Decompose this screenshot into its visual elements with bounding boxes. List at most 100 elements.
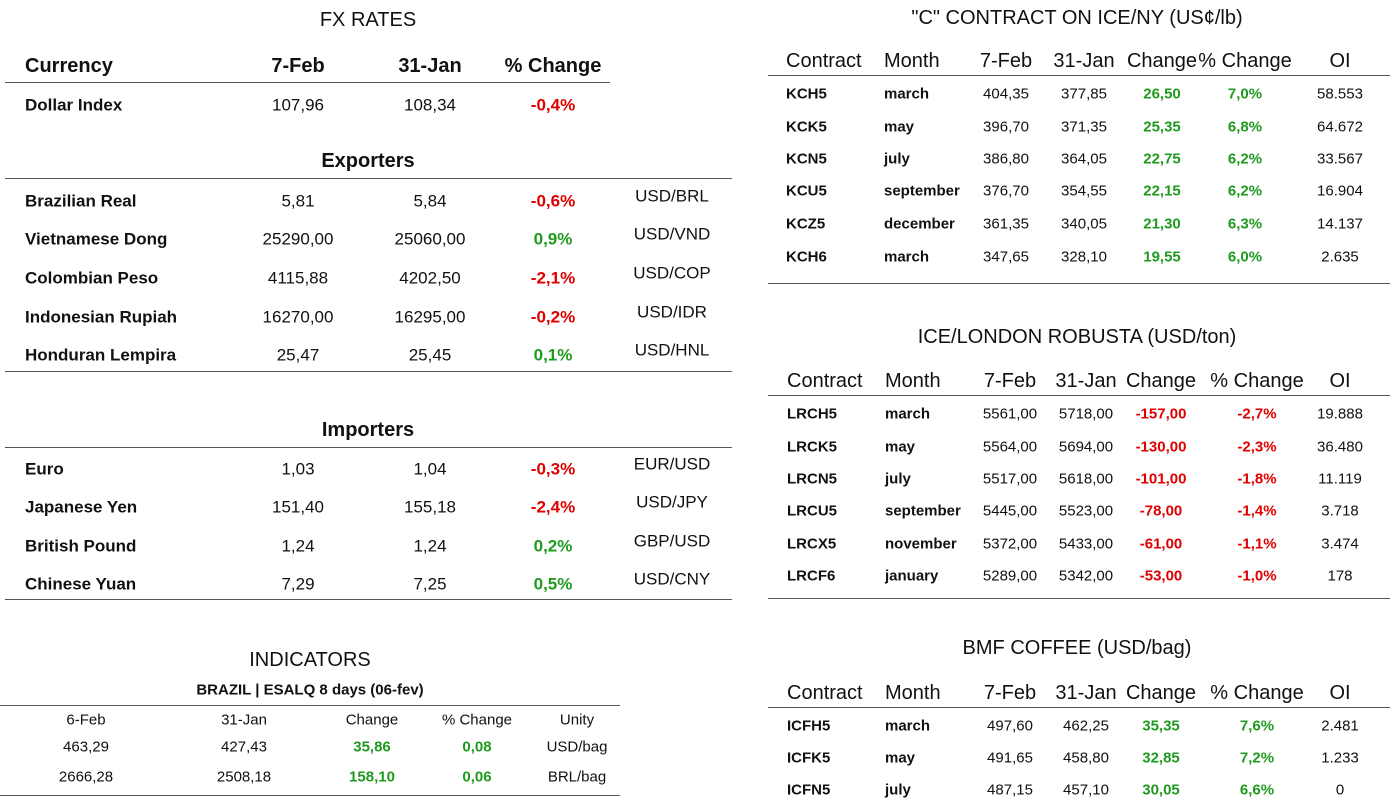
- cell: Brazilian Real: [25, 191, 137, 211]
- cell: KCN5: [786, 150, 827, 168]
- cell: -0,3%: [530, 459, 576, 479]
- cell: 0,2%: [533, 536, 573, 556]
- rule: [5, 371, 732, 372]
- cell: 6,8%: [1227, 118, 1263, 136]
- cell: 2508,18: [216, 768, 272, 786]
- group-title: Exporters: [321, 150, 415, 172]
- rule: [0, 705, 620, 706]
- cell: KCZ5: [786, 215, 826, 233]
- cell: 14.137: [1317, 215, 1363, 233]
- cell: 19.888: [1317, 405, 1363, 423]
- cell: Colombian Peso: [25, 268, 159, 288]
- cell: 35,35: [1142, 717, 1180, 735]
- column-header: OI: [1329, 50, 1351, 72]
- column-header: % Change: [1210, 370, 1304, 392]
- cell: 178: [1327, 567, 1353, 585]
- cell: 5694,00: [1058, 438, 1114, 456]
- cell: -0,2%: [530, 307, 576, 327]
- cell: 19,55: [1143, 248, 1181, 266]
- cell: 158,10: [349, 768, 395, 786]
- cell: Dollar Index: [25, 95, 123, 115]
- cell: 7,29: [281, 574, 315, 594]
- cell: 108,34: [404, 95, 456, 115]
- cell: july: [885, 781, 911, 799]
- column-header: Month: [885, 370, 941, 392]
- cell: LRCH5: [787, 405, 838, 423]
- cell: -0,6%: [530, 191, 576, 211]
- column-header: % Change: [504, 55, 602, 77]
- column-header: OI: [1329, 370, 1351, 392]
- subtitle: BRAZIL | ESALQ 8 days (06-fev): [196, 681, 424, 699]
- cell: 6,2%: [1227, 182, 1263, 200]
- cell: 0,1%: [533, 345, 573, 365]
- rule: [768, 598, 1390, 599]
- cell: 21,30: [1143, 215, 1181, 233]
- cell: 16.904: [1317, 182, 1363, 200]
- rule: [0, 795, 620, 796]
- cell: 6,2%: [1227, 150, 1263, 168]
- rule: [768, 283, 1390, 284]
- column-header: Contract: [787, 370, 863, 392]
- cell: KCH5: [786, 85, 827, 103]
- cell: 340,05: [1061, 215, 1107, 233]
- cell: -61,00: [1139, 535, 1183, 553]
- cell: december: [884, 215, 955, 233]
- cell: 5,84: [413, 191, 447, 211]
- cell: 0,5%: [533, 574, 573, 594]
- cell: Japanese Yen: [25, 497, 138, 517]
- cell: 364,05: [1061, 150, 1107, 168]
- cell: 6,0%: [1227, 248, 1263, 266]
- column-header: Change: [345, 711, 399, 729]
- column-header: 7-Feb: [271, 55, 325, 77]
- currency-pair: USD/HNL: [634, 340, 710, 360]
- cell: BRL/bag: [547, 768, 607, 786]
- cell: 5,81: [281, 191, 315, 211]
- column-header: 31-Jan: [1055, 682, 1117, 704]
- cell: 5523,00: [1058, 502, 1114, 520]
- column-header: 7-Feb: [979, 50, 1033, 72]
- cell: 64.672: [1317, 118, 1363, 136]
- cell: march: [885, 717, 931, 735]
- cell: 36.480: [1317, 438, 1363, 456]
- column-header: 7-Feb: [983, 682, 1037, 704]
- cell: Euro: [25, 459, 64, 479]
- column-header: 31-Jan: [1055, 370, 1117, 392]
- cell: 22,15: [1143, 182, 1181, 200]
- cell: 0,9%: [533, 229, 573, 249]
- column-header: 6-Feb: [66, 711, 106, 729]
- cell: 16295,00: [394, 307, 466, 327]
- cell: 458,80: [1063, 749, 1109, 767]
- cell: november: [885, 535, 957, 553]
- cell: 7,0%: [1227, 85, 1263, 103]
- cell: LRCN5: [787, 470, 838, 488]
- cell: -157,00: [1135, 405, 1187, 423]
- cell: 376,70: [983, 182, 1029, 200]
- cell: LRCK5: [787, 438, 838, 456]
- cell: 1,24: [413, 536, 447, 556]
- currency-pair: USD/CNY: [633, 569, 711, 589]
- cell: 427,43: [221, 738, 267, 756]
- rule: [768, 395, 1390, 396]
- rule: [5, 82, 610, 83]
- cell: -0,4%: [530, 95, 576, 115]
- cell: 4115,88: [267, 268, 329, 288]
- column-header: % Change: [1198, 50, 1292, 72]
- cell: LRCU5: [787, 502, 838, 520]
- cell: 1.233: [1321, 749, 1359, 767]
- cell: 3.718: [1321, 502, 1359, 520]
- cell: 463,29: [63, 738, 109, 756]
- cell: ICFN5: [787, 781, 831, 799]
- cell: 2.481: [1321, 717, 1359, 735]
- column-header: Contract: [786, 50, 862, 72]
- cell: 26,50: [1143, 85, 1181, 103]
- section-title: FX RATES: [319, 9, 417, 31]
- column-header: Change: [1125, 370, 1197, 392]
- currency-pair: USD/IDR: [637, 302, 707, 322]
- cell: Indonesian Rupiah: [25, 307, 178, 327]
- cell: 1,04: [413, 459, 447, 479]
- cell: Honduran Lempira: [25, 345, 177, 365]
- column-header: Month: [884, 50, 940, 72]
- cell: september: [884, 182, 960, 200]
- cell: 25060,00: [394, 229, 466, 249]
- cell: 35,86: [353, 738, 391, 756]
